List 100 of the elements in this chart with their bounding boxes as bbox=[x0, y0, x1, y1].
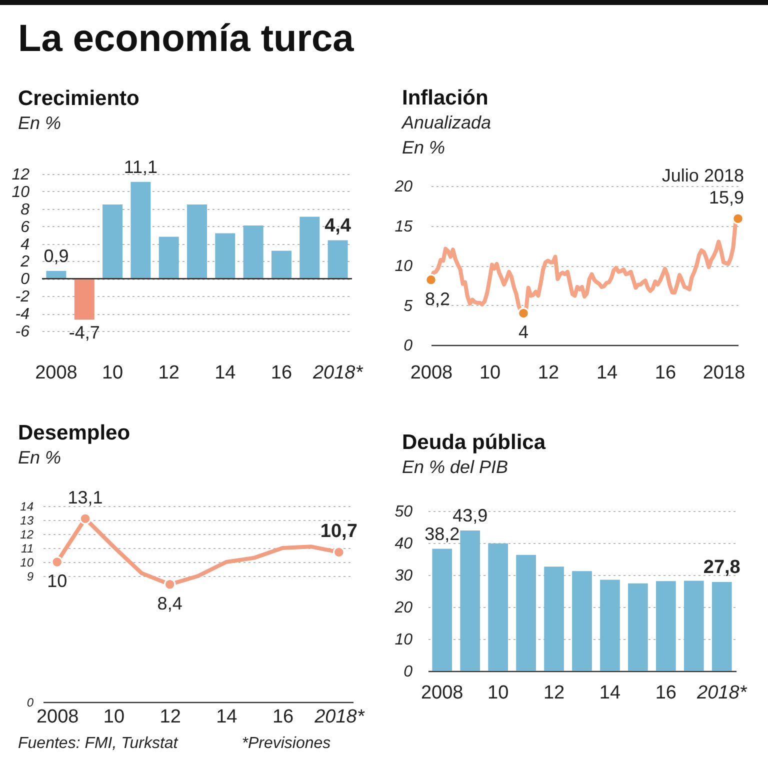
x-tick-label: 2018 bbox=[702, 362, 746, 384]
data-label: 4 bbox=[518, 322, 528, 342]
bar bbox=[187, 204, 207, 279]
data-label: 27,8 bbox=[703, 557, 740, 578]
y-tick-label: 0 bbox=[404, 664, 413, 680]
bar bbox=[684, 580, 704, 671]
y-tick-label: 10 bbox=[394, 258, 413, 275]
y-tick-label: 4 bbox=[20, 236, 30, 254]
x-tick-label: 10 bbox=[103, 706, 125, 728]
y-tick-label: 10 bbox=[12, 184, 30, 201]
data-label: 8,2 bbox=[425, 288, 450, 309]
y-tick-label: 13 bbox=[20, 514, 34, 528]
y-tick-label: 12 bbox=[20, 528, 34, 542]
source-note: Fuentes: FMI, Turkstat bbox=[18, 735, 178, 752]
x-tick-label: 16 bbox=[272, 706, 294, 728]
chart-title: Desempleo bbox=[18, 422, 130, 445]
bar bbox=[243, 225, 264, 279]
y-tick-label: 11 bbox=[21, 542, 34, 556]
data-label: 10,7 bbox=[320, 521, 358, 542]
x-tick-label: 16 bbox=[270, 362, 292, 384]
y-tick-label: 20 bbox=[394, 600, 413, 616]
bar bbox=[130, 182, 151, 279]
y-tick-label: 15 bbox=[394, 218, 413, 236]
data-label: 4,4 bbox=[324, 215, 352, 236]
y-tick-label: -6 bbox=[15, 324, 30, 340]
y-axis-title: En % del PIB bbox=[402, 457, 508, 477]
x-tick-label: 14 bbox=[596, 362, 618, 384]
y-tick-label: 14 bbox=[20, 500, 34, 514]
y-axis-title: En % bbox=[402, 138, 446, 158]
y-tick-label: 50 bbox=[394, 504, 413, 520]
x-tick-label: 14 bbox=[599, 682, 621, 704]
chart-subtitle: Anualizada bbox=[401, 112, 492, 133]
bar bbox=[656, 581, 676, 671]
y-tick-label: 12 bbox=[12, 166, 30, 184]
data-label: 38,2 bbox=[424, 524, 460, 544]
bar bbox=[102, 204, 123, 279]
point bbox=[51, 556, 63, 568]
chart-title: Crecimiento bbox=[18, 86, 140, 110]
x-tick-label: 12 bbox=[538, 362, 560, 384]
text: La economía turca bbox=[18, 18, 354, 61]
y-tick-label: 10 bbox=[20, 556, 34, 570]
point bbox=[164, 578, 176, 590]
bar bbox=[271, 250, 292, 279]
bar bbox=[432, 548, 452, 671]
bar bbox=[712, 582, 732, 671]
bar bbox=[158, 236, 179, 279]
point bbox=[333, 546, 345, 558]
data-label: -4,7 bbox=[68, 322, 100, 343]
y-tick-label: 0 bbox=[20, 271, 30, 288]
y-tick-label: 5 bbox=[404, 298, 413, 315]
x-tick-label: 10 bbox=[479, 362, 501, 384]
y-axis-title: En % bbox=[18, 448, 62, 468]
x-tick-label: 14 bbox=[216, 706, 238, 728]
y-axis-title: En % bbox=[18, 112, 62, 133]
data-label: 43,9 bbox=[452, 506, 488, 526]
bar bbox=[300, 216, 320, 279]
x-tick-label: 2018* bbox=[312, 362, 364, 384]
y-tick-label: -2 bbox=[15, 288, 30, 306]
x-tick-label: 2018* bbox=[696, 682, 748, 704]
x-tick-label: 2008 bbox=[420, 682, 464, 704]
y-tick-label: 30 bbox=[394, 568, 413, 584]
point bbox=[518, 307, 530, 320]
bar bbox=[460, 530, 480, 671]
x-tick-label: 12 bbox=[160, 706, 181, 728]
point bbox=[425, 274, 437, 286]
point bbox=[79, 512, 92, 524]
x-tick-label: 12 bbox=[543, 682, 565, 704]
bar bbox=[600, 580, 620, 671]
y-tick-label: -4 bbox=[15, 306, 30, 324]
x-tick-label: 2018* bbox=[314, 706, 365, 728]
bar bbox=[544, 566, 564, 671]
bar bbox=[516, 554, 536, 671]
y-tick-label: 6 bbox=[20, 218, 30, 236]
y-tick-label: 2 bbox=[20, 254, 30, 271]
point bbox=[732, 212, 744, 224]
y-tick-label: 10 bbox=[394, 632, 413, 648]
bar bbox=[572, 571, 592, 671]
chart-title: Deuda pública bbox=[402, 431, 546, 454]
y-tick-label: 0 bbox=[26, 696, 34, 710]
y-tick-label: 8 bbox=[20, 201, 30, 218]
data-label: 15,9 bbox=[708, 188, 744, 208]
x-tick-label: 2008 bbox=[36, 706, 79, 728]
y-tick-label: 40 bbox=[394, 536, 413, 552]
x-tick-label: 2008 bbox=[35, 362, 78, 384]
bar bbox=[74, 278, 94, 320]
y-tick-label: 9 bbox=[26, 570, 34, 584]
x-tick-label: 16 bbox=[655, 682, 676, 704]
data-label: 8,4 bbox=[157, 593, 182, 614]
chart-title: Inflación bbox=[402, 86, 488, 110]
data-label: 11,1 bbox=[124, 156, 158, 177]
data-label: 0,9 bbox=[44, 246, 69, 266]
x-tick-label: 14 bbox=[214, 362, 236, 384]
bar bbox=[215, 233, 236, 279]
bar bbox=[488, 543, 508, 671]
x-tick-label: 16 bbox=[654, 362, 676, 384]
x-tick-label: 10 bbox=[102, 362, 124, 384]
text: *Previsiones bbox=[242, 735, 331, 752]
x-tick-label: 12 bbox=[158, 362, 180, 384]
x-tick-label: 10 bbox=[488, 682, 509, 704]
y-tick-label: 20 bbox=[394, 178, 413, 196]
